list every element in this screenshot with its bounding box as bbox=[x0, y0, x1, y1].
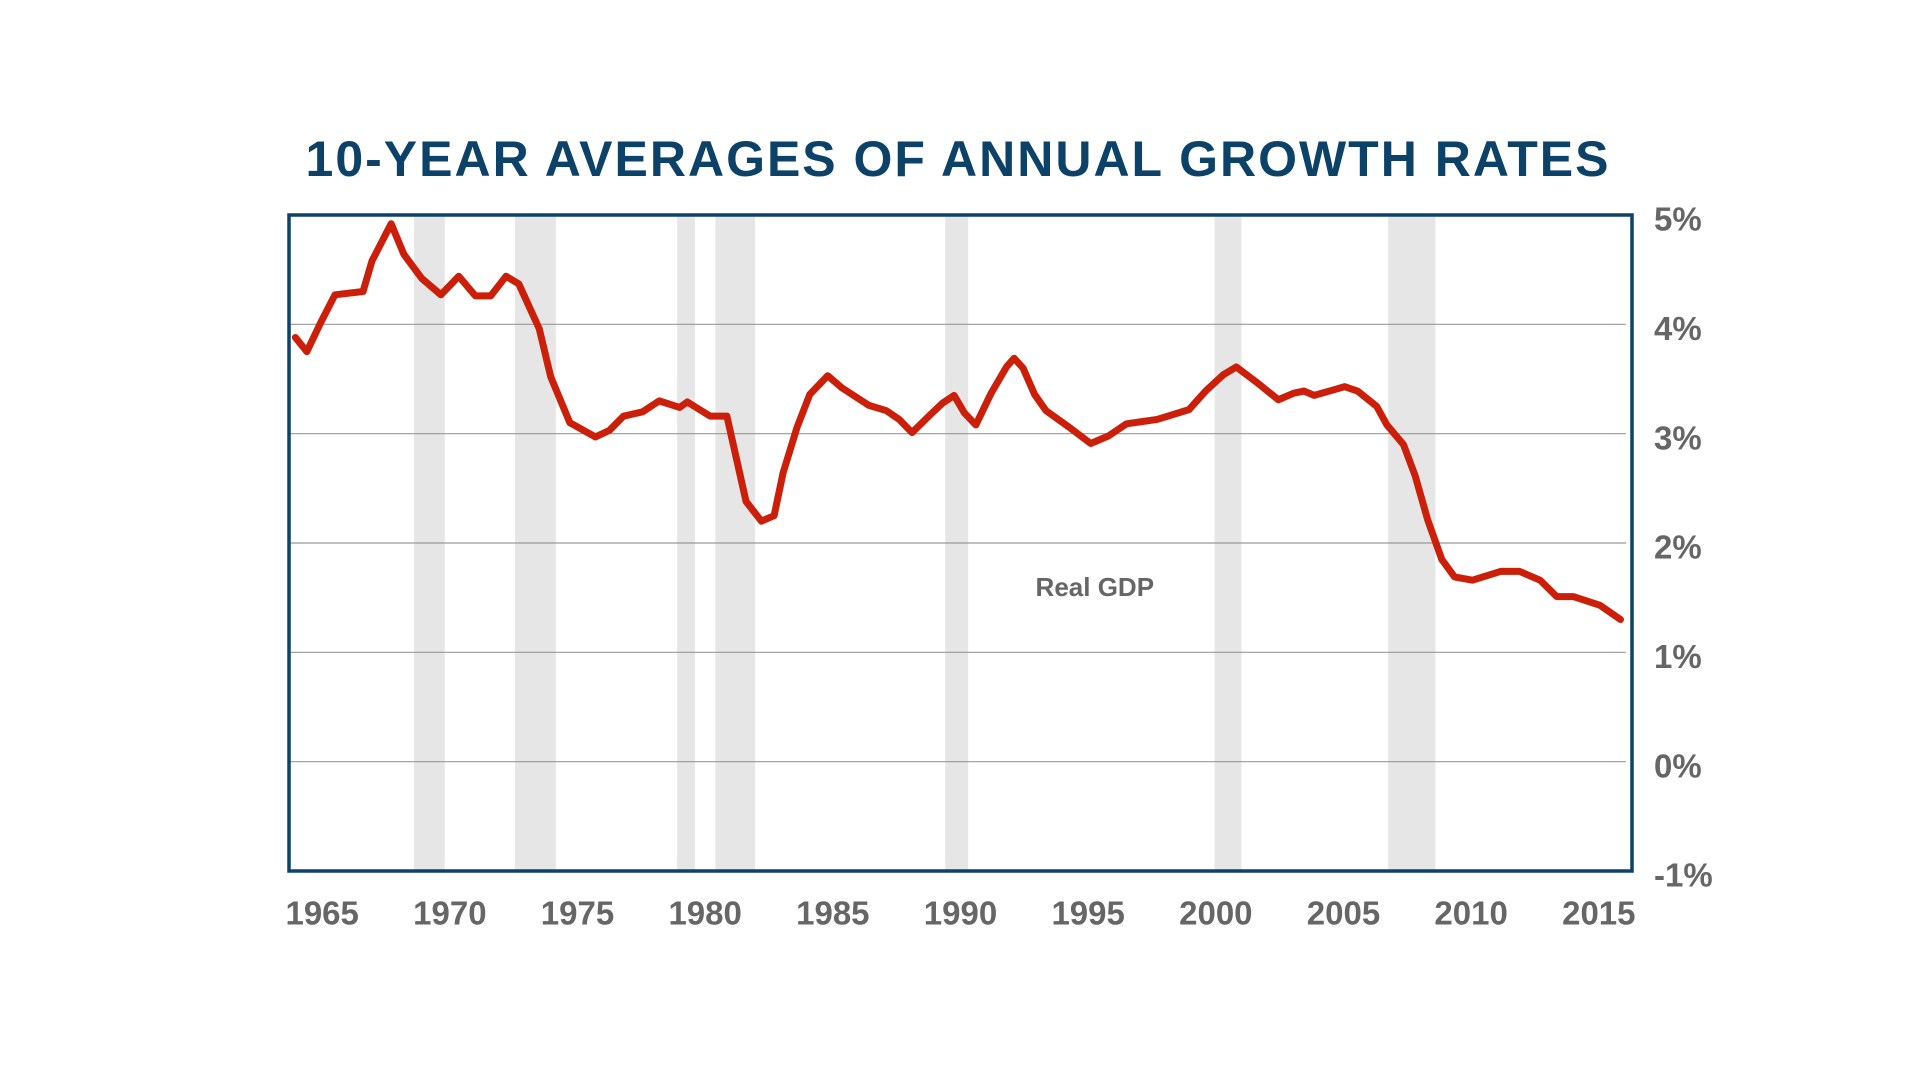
y-tick-label: 0% bbox=[1654, 747, 1702, 784]
x-tick-label: 2010 bbox=[1434, 895, 1507, 932]
x-tick-label: 1985 bbox=[796, 895, 869, 932]
x-tick-label: 1990 bbox=[924, 895, 997, 932]
y-tick-label: -1% bbox=[1654, 857, 1713, 894]
x-tick-label: 1970 bbox=[413, 895, 486, 932]
y-tick-label: 3% bbox=[1654, 419, 1702, 456]
x-tick-label: 2005 bbox=[1307, 895, 1380, 932]
data-line bbox=[291, 220, 1625, 624]
y-tick-label: 4% bbox=[1654, 310, 1702, 347]
x-tick-label: 1965 bbox=[285, 895, 358, 932]
x-tick-label: 1980 bbox=[668, 895, 741, 932]
y-tick-label: 1% bbox=[1654, 638, 1702, 675]
x-tick-label: 1995 bbox=[1051, 895, 1124, 932]
series-label: Real GDP bbox=[1036, 572, 1155, 602]
x-tick-label: 1975 bbox=[541, 895, 614, 932]
y-tick-label: 5% bbox=[1654, 201, 1702, 238]
plot-frame bbox=[287, 213, 1634, 873]
x-tick-label: 2000 bbox=[1179, 895, 1252, 932]
x-tick-label: 2015 bbox=[1562, 895, 1635, 932]
chart-title: 10-YEAR AVERAGES OF ANNUAL GROWTH RATES bbox=[306, 131, 1611, 187]
y-tick-label: 2% bbox=[1654, 529, 1702, 566]
